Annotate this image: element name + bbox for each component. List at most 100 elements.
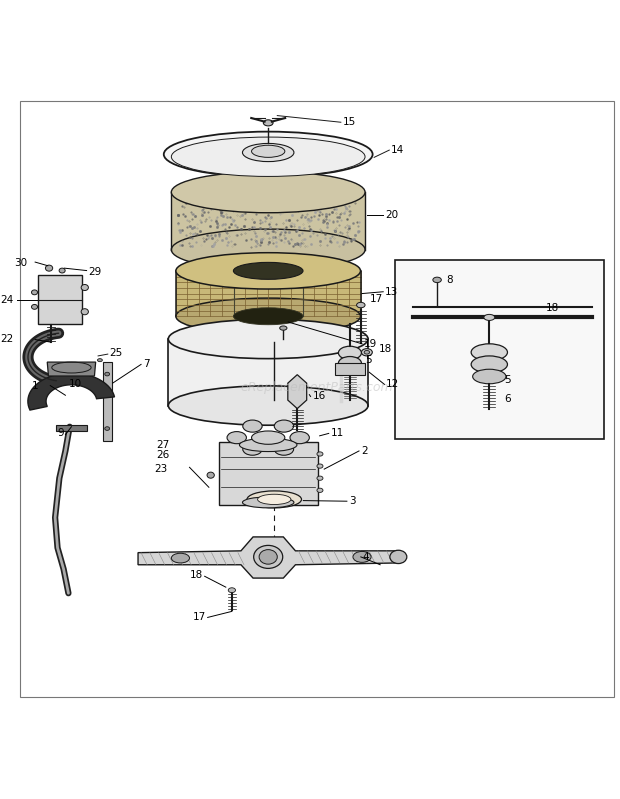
Ellipse shape (105, 372, 110, 376)
Text: 9: 9 (57, 427, 64, 438)
Ellipse shape (59, 268, 65, 273)
Text: eReplacementParts.com: eReplacementParts.com (241, 381, 393, 394)
Ellipse shape (252, 431, 285, 444)
Ellipse shape (247, 491, 301, 508)
Ellipse shape (176, 298, 360, 335)
Ellipse shape (207, 472, 215, 478)
Text: 23: 23 (154, 464, 167, 474)
Ellipse shape (168, 320, 368, 359)
Polygon shape (138, 537, 398, 578)
Text: 5: 5 (365, 355, 371, 365)
Ellipse shape (105, 427, 110, 431)
Ellipse shape (227, 431, 246, 443)
Ellipse shape (242, 144, 294, 161)
Ellipse shape (274, 420, 294, 432)
Text: 10: 10 (69, 379, 82, 389)
Ellipse shape (164, 132, 373, 177)
Ellipse shape (242, 497, 294, 508)
Bar (335, 364, 365, 376)
Polygon shape (28, 373, 115, 410)
Ellipse shape (252, 145, 285, 157)
Ellipse shape (353, 551, 371, 562)
Ellipse shape (233, 262, 303, 280)
Ellipse shape (339, 346, 361, 360)
Text: 3: 3 (348, 496, 355, 507)
FancyBboxPatch shape (219, 443, 317, 505)
Ellipse shape (361, 348, 373, 356)
Ellipse shape (433, 277, 441, 283)
Ellipse shape (317, 452, 323, 456)
Ellipse shape (171, 553, 190, 563)
Text: 2: 2 (361, 446, 368, 456)
Text: 24: 24 (1, 295, 14, 304)
Ellipse shape (274, 443, 294, 455)
Text: 29: 29 (88, 268, 101, 277)
Bar (171, 193, 365, 249)
Text: 6: 6 (505, 394, 511, 404)
Bar (176, 271, 360, 316)
Ellipse shape (243, 420, 262, 432)
Text: 30: 30 (14, 258, 27, 268)
Text: 17: 17 (370, 294, 383, 304)
Polygon shape (47, 362, 95, 376)
Ellipse shape (233, 308, 303, 324)
Ellipse shape (254, 546, 283, 568)
Ellipse shape (171, 137, 365, 177)
Ellipse shape (471, 344, 507, 361)
Text: 19: 19 (364, 339, 377, 349)
Ellipse shape (243, 443, 262, 455)
Text: 22: 22 (1, 334, 14, 344)
Text: 20: 20 (385, 210, 398, 220)
Text: 7: 7 (143, 360, 149, 369)
Polygon shape (288, 375, 307, 408)
Ellipse shape (32, 304, 38, 309)
Text: 16: 16 (312, 392, 326, 401)
Ellipse shape (317, 488, 323, 492)
Text: 13: 13 (385, 287, 398, 296)
Ellipse shape (317, 476, 323, 480)
Ellipse shape (356, 302, 365, 308)
Ellipse shape (81, 284, 89, 291)
Bar (56, 425, 87, 431)
Ellipse shape (45, 265, 53, 271)
Ellipse shape (390, 551, 407, 563)
Ellipse shape (264, 120, 273, 126)
Text: 4: 4 (363, 552, 370, 562)
Text: 5: 5 (505, 375, 511, 384)
Bar (103, 362, 112, 441)
Text: 15: 15 (343, 117, 356, 127)
Ellipse shape (81, 308, 89, 315)
Ellipse shape (280, 326, 287, 330)
Ellipse shape (364, 351, 370, 354)
Text: 1: 1 (32, 380, 38, 391)
Ellipse shape (471, 356, 507, 373)
Ellipse shape (339, 356, 361, 370)
Text: 26: 26 (156, 450, 169, 460)
Ellipse shape (176, 252, 360, 289)
Text: 14: 14 (391, 145, 404, 155)
Text: 18: 18 (190, 570, 203, 580)
Ellipse shape (171, 229, 365, 270)
Ellipse shape (290, 431, 309, 443)
Ellipse shape (257, 495, 291, 504)
Ellipse shape (32, 290, 38, 295)
Ellipse shape (171, 172, 365, 213)
Bar (38, 276, 82, 324)
Text: 11: 11 (330, 428, 344, 439)
Ellipse shape (97, 359, 102, 362)
Ellipse shape (317, 464, 323, 468)
Text: 17: 17 (193, 612, 206, 622)
Text: 18: 18 (379, 344, 392, 354)
Text: 18: 18 (546, 304, 559, 313)
Ellipse shape (239, 438, 297, 451)
Text: 12: 12 (386, 380, 399, 389)
Ellipse shape (168, 386, 368, 425)
Ellipse shape (472, 369, 506, 384)
Bar (396, 260, 604, 439)
Bar (168, 339, 368, 406)
Text: 27: 27 (156, 440, 169, 450)
Ellipse shape (259, 550, 277, 564)
Text: 25: 25 (110, 348, 123, 359)
Ellipse shape (484, 314, 495, 320)
Text: 8: 8 (446, 275, 453, 285)
